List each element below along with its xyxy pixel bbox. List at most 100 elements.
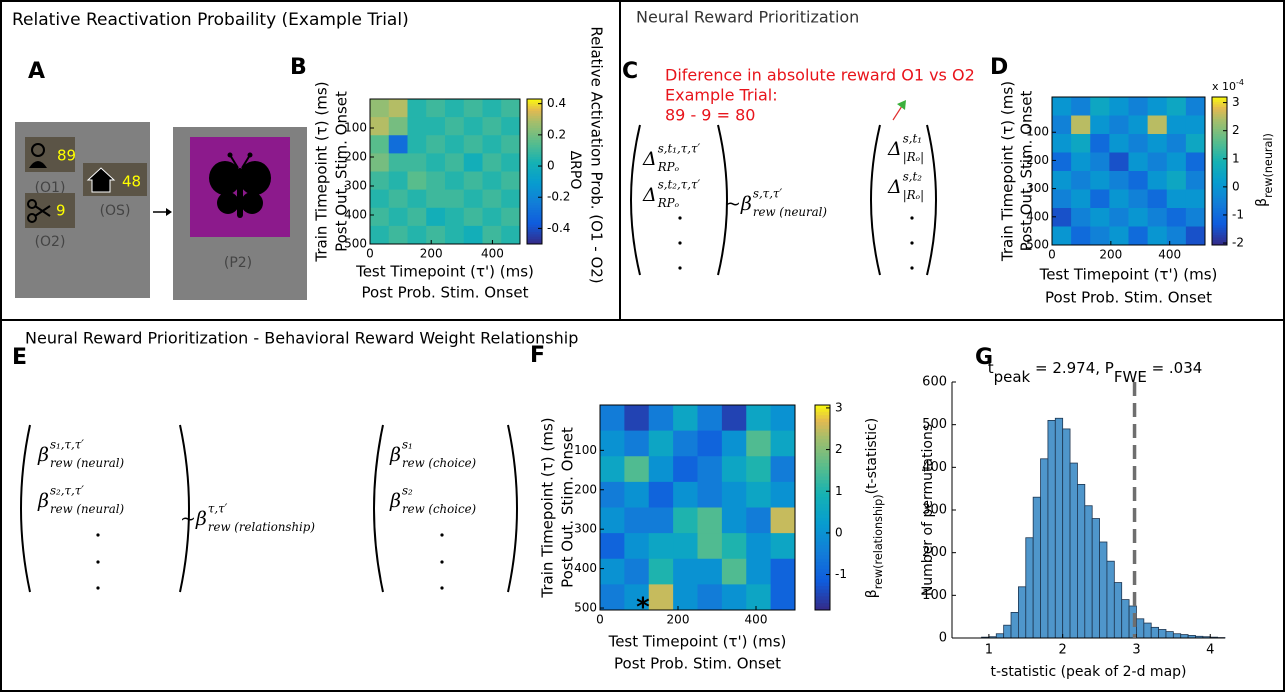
colorbar-tick-label: -1: [835, 567, 847, 581]
x-axis-label: t-statistic (peak of 2-d map): [990, 664, 1186, 680]
colorbar: [527, 231, 542, 235]
eq-subscript: rew (choice): [402, 456, 477, 470]
heatmap-cell: [1071, 189, 1091, 209]
title-part: = .034: [1147, 359, 1203, 377]
colorbar: [527, 169, 542, 172]
task-illustration: 89 (O1) 48 (OS) 9 (O2) (P2): [15, 122, 307, 300]
colorbar: [1212, 156, 1227, 160]
y-tick-label: 400: [344, 208, 367, 222]
heatmap-cell: [426, 135, 446, 154]
colorbar: [1212, 158, 1227, 162]
y-tick-label: 500: [922, 417, 947, 432]
histogram-bar: [995, 633, 1005, 639]
colorbar: [815, 582, 830, 587]
colorbar: [1212, 109, 1227, 113]
heatmap-cell: [1090, 226, 1110, 246]
heatmap-cell: [1071, 115, 1091, 135]
colorbar: [527, 159, 542, 163]
heatmap-cell: [426, 225, 446, 245]
heatmap-cell: [407, 189, 427, 209]
heatmap-cell: [721, 533, 747, 560]
bracket: [20, 424, 31, 593]
heatmap-cell: [482, 189, 502, 209]
plot-frame: [369, 98, 521, 245]
colorbar: [527, 125, 542, 129]
colorbar: [1212, 188, 1227, 192]
colorbar: [815, 452, 830, 457]
colorbar: [527, 181, 542, 185]
colorbar: [527, 224, 542, 228]
colorbar: [1212, 217, 1227, 221]
colorbar: [815, 569, 830, 573]
colorbar: [1212, 210, 1227, 214]
colorbar: [527, 234, 542, 238]
colorbar: [527, 166, 542, 170]
colorbar: [1212, 161, 1227, 165]
colorbar: [527, 128, 542, 131]
colorbar: [1212, 200, 1227, 204]
colorbar: [527, 157, 542, 160]
colorbar: [527, 144, 542, 148]
ellipsis-dot: [678, 216, 682, 220]
colorbar: [815, 415, 830, 420]
colorbar: [527, 132, 542, 136]
colorbar-tick-label: -0.2: [547, 190, 570, 204]
chart-title: tpeak = 2.974, PFWE = .034: [988, 359, 1203, 386]
colorbar: [815, 589, 830, 594]
ellipsis-dot: [440, 586, 444, 590]
histogram-bar: [1040, 458, 1049, 639]
colorbar: [815, 551, 830, 556]
colorbar: [527, 217, 542, 221]
y-tick-label: 300: [574, 522, 597, 536]
heatmap-cell: [721, 456, 747, 483]
heatmap-cell: [746, 456, 772, 483]
ellipsis-dot: [678, 266, 682, 270]
heatmap-cell: [648, 558, 674, 585]
y-tick-label: 400: [922, 460, 947, 475]
colorbar: [815, 579, 830, 584]
colorbar: [527, 103, 542, 107]
colorbar: [1212, 153, 1227, 157]
x-tick-label: 400: [481, 247, 504, 261]
x-tick-label: 1: [985, 643, 993, 658]
y-tick-label: 100: [574, 443, 597, 457]
heatmap-cell: [482, 99, 502, 118]
eq-term: Δ: [642, 148, 657, 170]
colorbar: [1212, 148, 1227, 152]
colorbar: [815, 435, 830, 440]
x-axis-label: Post Prob. Stim. Onset: [1045, 289, 1212, 307]
reward: 89: [57, 147, 76, 165]
x-tick-label: 2: [1059, 643, 1067, 658]
icon: [29, 161, 47, 168]
heatmap-cell: [648, 533, 674, 560]
heatmap-cell: [1109, 171, 1129, 190]
eq-subscript: |Rₒ|: [903, 150, 924, 164]
colorbar: [815, 603, 830, 608]
colorbar: [1212, 185, 1227, 189]
colorbar: [815, 411, 830, 416]
heatmap-cell: [1109, 97, 1129, 116]
heatmap-cell: [1090, 97, 1110, 116]
colorbar: [815, 504, 830, 508]
eq-term: β: [37, 490, 49, 512]
heatmap-cell: [770, 405, 796, 432]
heatmap-cell: [1166, 208, 1187, 227]
section-title: Neural Reward Prioritization: [636, 8, 859, 27]
colorbar: [527, 190, 542, 194]
colorbar: [527, 210, 542, 214]
heatmap-cell: [426, 99, 446, 118]
eq-superscript: s₁,τ,τ′: [50, 438, 84, 452]
annotation: *: [636, 593, 650, 623]
colorbar: [527, 130, 542, 134]
colorbar: [815, 599, 830, 604]
histogram-bar: [1032, 496, 1041, 639]
heatmap-cell: [501, 99, 521, 118]
colorbar: [815, 449, 830, 454]
colorbar: [1212, 163, 1227, 167]
heatmap-cell: [1185, 171, 1206, 190]
heatmap-cell: [407, 135, 427, 154]
colorbar: [815, 418, 830, 423]
heatmap-cell: [1147, 208, 1168, 227]
heatmap-cell: [746, 507, 772, 534]
